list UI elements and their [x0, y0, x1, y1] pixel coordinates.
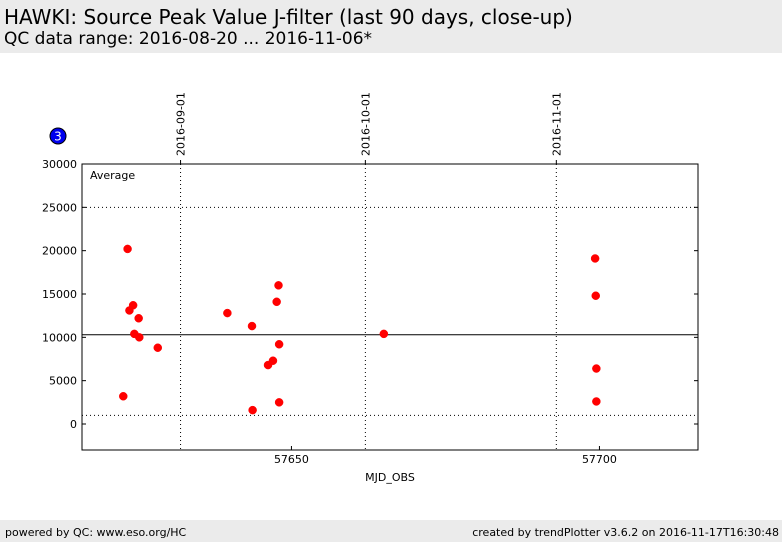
- data-point: [268, 356, 278, 365]
- page-title: HAWKI: Source Peak Value J-filter (last …: [4, 5, 573, 29]
- date-label-2: 2016-11-01: [550, 92, 563, 156]
- data-point: [274, 281, 283, 290]
- x-tick-label-0: 57650: [274, 453, 309, 466]
- y-tick-label-1: 5000: [49, 375, 77, 388]
- data-point: [247, 321, 257, 331]
- footer: powered by QC: www.eso.org/HC created by…: [0, 520, 782, 542]
- y-tick-label-5: 25000: [42, 201, 77, 214]
- data-point: [248, 405, 257, 415]
- data-point: [274, 340, 284, 349]
- data-point: [590, 254, 600, 263]
- data-point: [272, 297, 281, 307]
- data-point: [592, 397, 601, 406]
- plot-area: 2016-09-01 2016-10-01 2016-11-01 Average 0 50…: [42, 92, 699, 484]
- x-tick-label-1: 57700: [582, 453, 617, 466]
- footer-timestamp: created by trendPlotter v3.6.2 on 2016-1…: [472, 526, 779, 539]
- y-tick-label-0: 0: [70, 418, 77, 431]
- data-point: [274, 398, 284, 407]
- badge-circle: [49, 127, 67, 145]
- y-tick-label-2: 10000: [42, 331, 77, 344]
- average-label: Average: [90, 169, 135, 182]
- data-point: [379, 329, 389, 339]
- x-axis-label: MJD_OBS: [365, 471, 415, 484]
- page-subtitle: QC data range: 2016-08-20 ... 2016-11-06…: [4, 29, 373, 49]
- date-label-0: 2016-09-01: [175, 92, 188, 156]
- date-label-1: 2016-10-01: [359, 92, 372, 156]
- header: HAWKI: Source Peak Value J-filter (last …: [0, 0, 782, 53]
- data-point: [134, 314, 143, 323]
- count-badge: 3: [49, 127, 67, 145]
- y-tick-label-6: 30000: [42, 158, 77, 171]
- data-point: [153, 343, 163, 352]
- scatter-chart: 3 2016-09-01 2016-10-01 2016-11-01 Average 0…: [42, 92, 699, 484]
- footer-credit: powered by QC: www.eso.org/HC: [5, 526, 187, 539]
- data-point: [119, 392, 128, 401]
- data-point: [223, 308, 232, 318]
- data-point: [135, 333, 144, 342]
- data-point: [123, 244, 132, 254]
- badge-value: 3: [54, 130, 62, 144]
- y-tick-label-3: 15000: [42, 288, 77, 301]
- data-point: [592, 364, 601, 373]
- data-point: [591, 291, 600, 300]
- data-point: [128, 301, 138, 310]
- y-tick-label-4: 20000: [42, 245, 77, 258]
